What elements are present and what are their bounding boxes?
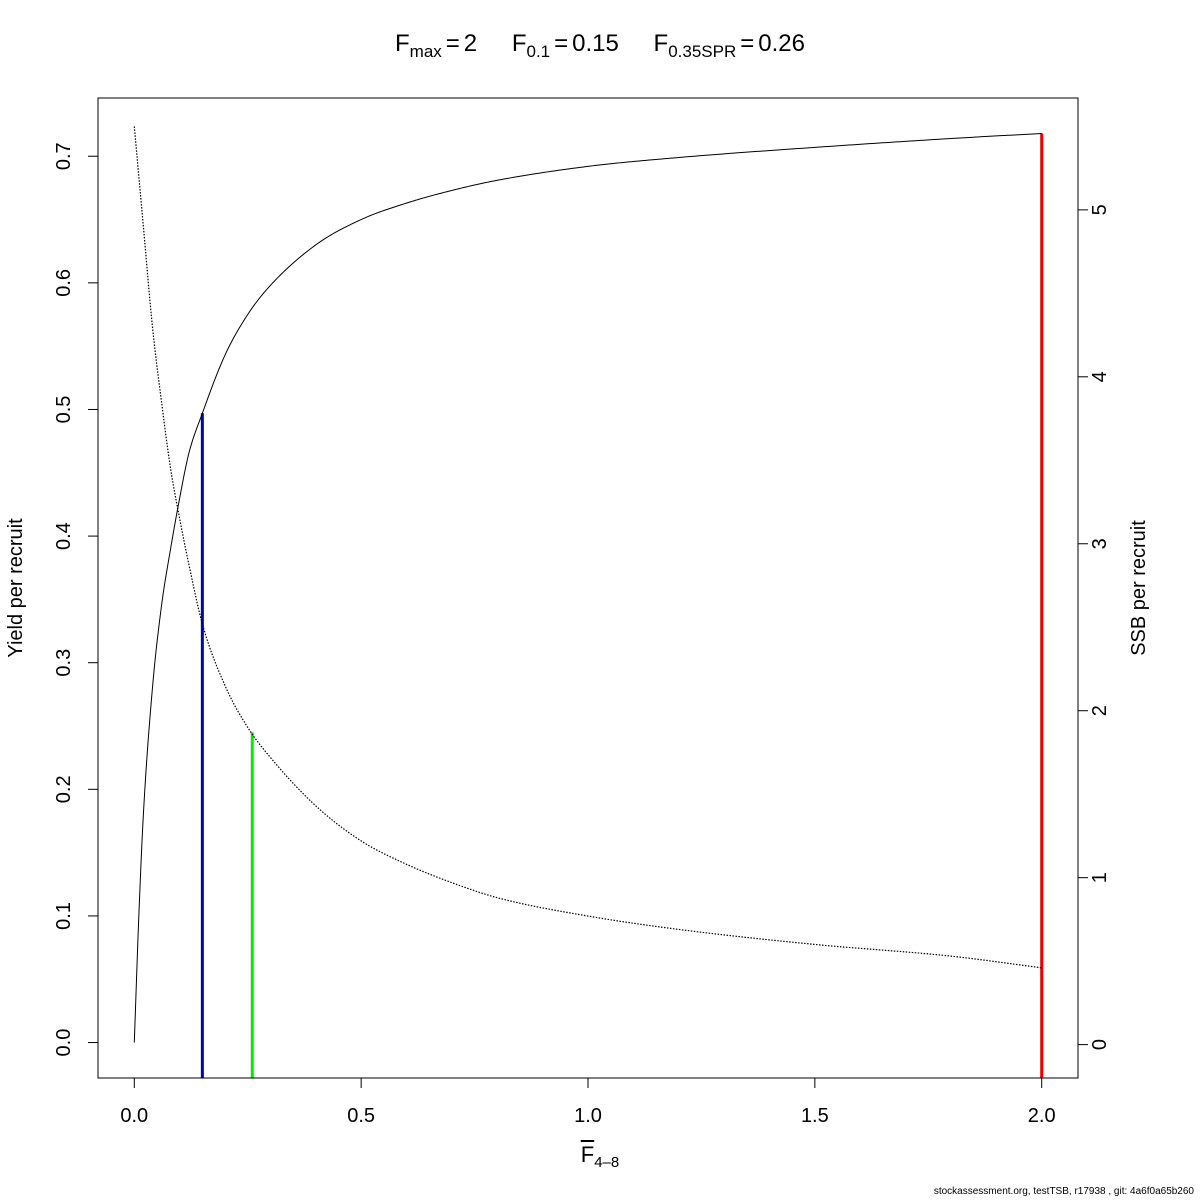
footer-credit: stockassessment.org, testTSB, r17938 , g… xyxy=(933,1186,1194,1197)
y-left-tick-label: 0.1 xyxy=(53,902,75,930)
y-right-tick-label: 3 xyxy=(1089,538,1111,549)
y-axis-label-right: SSB per recruit xyxy=(1128,520,1150,656)
chart-title: Fmax = 2 F0.1 = 0.15 F0.35SPR = 0.26 xyxy=(0,30,1200,62)
y-left-tick-label: 0.6 xyxy=(53,269,75,297)
x-tick-label: 1.0 xyxy=(574,1105,602,1127)
y-left-tick-label: 0.5 xyxy=(53,396,75,424)
y-left-tick-label: 0.4 xyxy=(53,522,75,550)
yield-per-recruit-line xyxy=(133,132,1042,1043)
plot-frame xyxy=(97,97,1079,1079)
ssb-per-recruit-line xyxy=(133,126,1042,969)
y-axis-label-left: Yield per recruit xyxy=(5,518,27,658)
y-left-tick-label: 0.3 xyxy=(53,649,75,677)
y-right-tick-label: 4 xyxy=(1089,371,1111,382)
y-left-tick-label: 0.2 xyxy=(53,775,75,803)
x-tick-label: 2.0 xyxy=(1028,1105,1056,1127)
title-fmax: Fmax = 2 xyxy=(394,30,478,61)
x-tick-label: 1.5 xyxy=(801,1105,829,1127)
y-right-tick-label: 2 xyxy=(1089,705,1111,716)
y-right-tick-label: 5 xyxy=(1089,204,1111,215)
y-right-tick-label: 0 xyxy=(1089,1039,1111,1050)
x-tick-label: 0.0 xyxy=(120,1105,148,1127)
x-tick-label: 0.5 xyxy=(347,1105,375,1127)
title-f01: F0.1 = 0.15 xyxy=(511,30,619,61)
y-left-tick-label: 0.7 xyxy=(53,142,75,170)
title-fspr: F0.35SPR = 0.26 xyxy=(653,30,805,61)
y-left-tick-label: 0.0 xyxy=(53,1029,75,1057)
y-right-tick-label: 1 xyxy=(1089,872,1111,883)
x-axis-label: F4–8 xyxy=(580,1142,620,1171)
